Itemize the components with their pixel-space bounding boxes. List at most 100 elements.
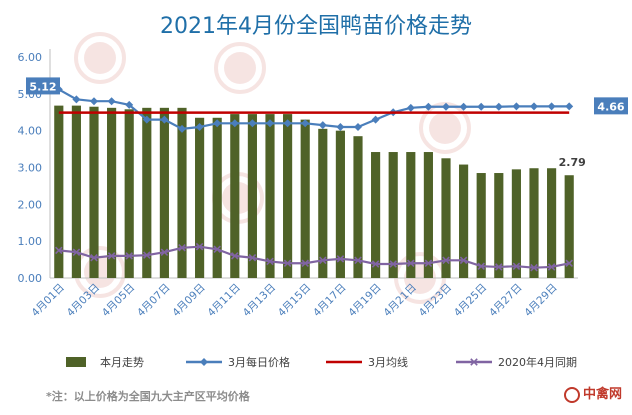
bar: [159, 107, 169, 278]
point-marker: [494, 102, 503, 111]
bar: [476, 173, 486, 278]
point-marker: [371, 115, 380, 124]
point-marker: [530, 263, 538, 272]
point-marker: [477, 102, 486, 111]
x-tick-label: 4月09日: [170, 282, 208, 320]
y-tick-label: 3.00: [18, 162, 43, 175]
point-marker: [195, 242, 204, 251]
bar: [529, 168, 539, 278]
point-marker: [213, 245, 221, 254]
x-tick-label: 4月29日: [522, 282, 560, 320]
point-marker: [407, 259, 415, 268]
bar: [441, 158, 451, 278]
callout-label: 4.66: [597, 100, 624, 113]
point-marker: [371, 260, 380, 268]
point-marker: [283, 119, 292, 128]
bar: [353, 136, 363, 278]
bar-series: [54, 105, 574, 279]
bar: [177, 107, 187, 278]
point-marker: [459, 102, 468, 111]
point-marker: [125, 100, 134, 109]
x-tick-label: 4月07日: [135, 282, 173, 320]
x-tick-label: 4月27日: [487, 282, 525, 320]
watermark-seal: [419, 102, 471, 154]
y-tick-label: 1.00: [18, 235, 43, 248]
x-tick-label: 4月15日: [276, 282, 314, 320]
watermark-core: [224, 52, 256, 84]
legend-label: 3月均线: [368, 355, 408, 369]
point-marker: [266, 119, 274, 128]
legend-label: 本月走势: [100, 355, 144, 369]
point-marker: [248, 253, 257, 262]
point-marker: [301, 119, 310, 128]
bar: [212, 117, 222, 279]
point-marker: [424, 259, 433, 268]
brand-name: 中禽网: [582, 387, 622, 402]
y-tick-label: 4.00: [18, 125, 43, 138]
footnote: *注：以上价格为全国九大主产区平均价格: [46, 390, 250, 403]
point-marker: [178, 124, 186, 133]
point-marker: [565, 102, 574, 111]
bar: [511, 169, 521, 278]
point-marker: [283, 259, 292, 268]
point-marker: [547, 102, 556, 111]
chart-title: 2021年4月份全国鸭苗价格走势: [160, 14, 472, 39]
point-marker: [424, 102, 433, 111]
watermark-ring: [74, 32, 126, 84]
point-marker: [90, 253, 98, 262]
point-marker: [354, 122, 362, 131]
watermark-ring: [214, 42, 266, 94]
bar: [71, 105, 81, 279]
point-marker: [442, 102, 450, 111]
bar: [300, 119, 310, 278]
bar: [283, 114, 293, 278]
y-tick-label: 2.00: [18, 198, 43, 211]
point-marker: [319, 256, 327, 265]
point-marker: [178, 244, 186, 252]
line-series: [54, 85, 574, 272]
point-marker: [512, 102, 521, 111]
bar: [547, 168, 557, 278]
point-marker: [195, 122, 204, 131]
point-marker: [90, 97, 98, 106]
y-tick-label: 0.00: [18, 272, 43, 285]
data-label: 2.79: [559, 156, 586, 169]
brand-logo: 中禽网: [563, 383, 622, 403]
x-tick-label: 4月25日: [452, 282, 490, 320]
bar: [89, 106, 99, 278]
x-tick-label: 4月19日: [346, 282, 384, 320]
bar: [107, 107, 117, 278]
x-tick-label: 4月11日: [205, 282, 243, 320]
x-tick-label: 4月17日: [311, 282, 349, 320]
bar: [265, 114, 275, 278]
point-marker: [318, 121, 327, 130]
point-marker: [477, 262, 485, 270]
point-marker: [459, 256, 468, 265]
point-marker: [354, 256, 362, 265]
point-marker: [231, 252, 239, 260]
bar: [388, 152, 398, 278]
point-marker: [160, 248, 169, 256]
point-marker: [266, 257, 274, 266]
bar: [124, 109, 134, 278]
point-marker: [512, 262, 521, 270]
bar: [423, 152, 433, 278]
watermark-seal: [214, 42, 266, 94]
legend-marker: [470, 358, 478, 366]
point-marker: [107, 97, 116, 106]
point-marker: [301, 259, 309, 268]
callout-box: [594, 97, 628, 115]
series-line: [58, 88, 570, 130]
bar: [335, 130, 345, 278]
point-marker: [530, 102, 538, 111]
point-marker: [160, 115, 169, 124]
point-marker: [142, 115, 151, 124]
point-marker: [336, 255, 345, 263]
legend: 本月走势 3月每日价格 3月均线 2020年4月同期: [66, 355, 577, 369]
bar: [230, 114, 240, 278]
watermark-core: [429, 112, 461, 144]
point-marker: [143, 251, 151, 259]
bar: [371, 152, 381, 278]
bar: [564, 175, 574, 278]
